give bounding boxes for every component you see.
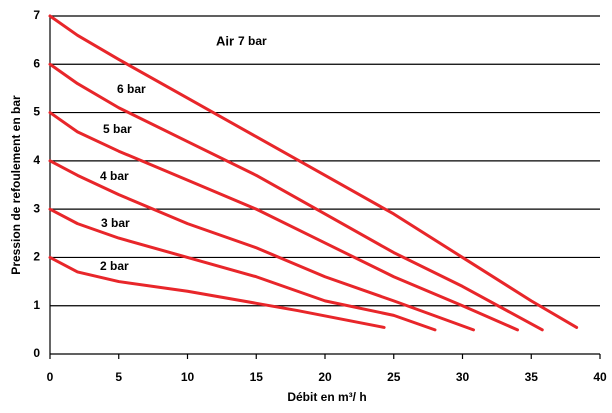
series-label: 4 bar [100,169,129,183]
curve [48,62,544,332]
x-tick-label: 5 [115,370,122,384]
y-tick-label: 6 [33,56,40,70]
series-label: 7 bar [238,34,267,48]
y-tick-label: 5 [33,105,40,119]
y-axis-label: Pression de refoulement en bar [9,95,23,275]
x-tick-label: 15 [250,370,264,384]
y-tick-label: 1 [33,298,40,312]
curve [48,255,386,329]
curve [48,14,579,329]
x-tick-label: 20 [318,370,332,384]
curve [48,111,519,332]
series-label: 2 bar [100,259,129,273]
series-label: 6 bar [117,82,146,96]
y-tick-label: 0 [33,346,40,360]
x-tick-label: 25 [387,370,401,384]
x-axis-label: Débit en m³/ h [287,390,366,404]
y-tick-label: 3 [33,201,40,215]
series-label: 5 bar [103,122,132,136]
annotation: Air [216,33,234,48]
y-tick-label: 2 [33,250,40,264]
y-tick-label: 4 [33,153,40,167]
y-tick-label: 7 [33,8,40,22]
curve [48,207,437,332]
series-label: 3 bar [101,216,130,230]
x-tick-label: 40 [593,370,607,384]
x-tick-label: 30 [456,370,470,384]
x-tick-label: 0 [47,370,54,384]
x-tick-label: 10 [181,370,195,384]
x-tick-label: 35 [525,370,539,384]
curve [48,159,475,332]
